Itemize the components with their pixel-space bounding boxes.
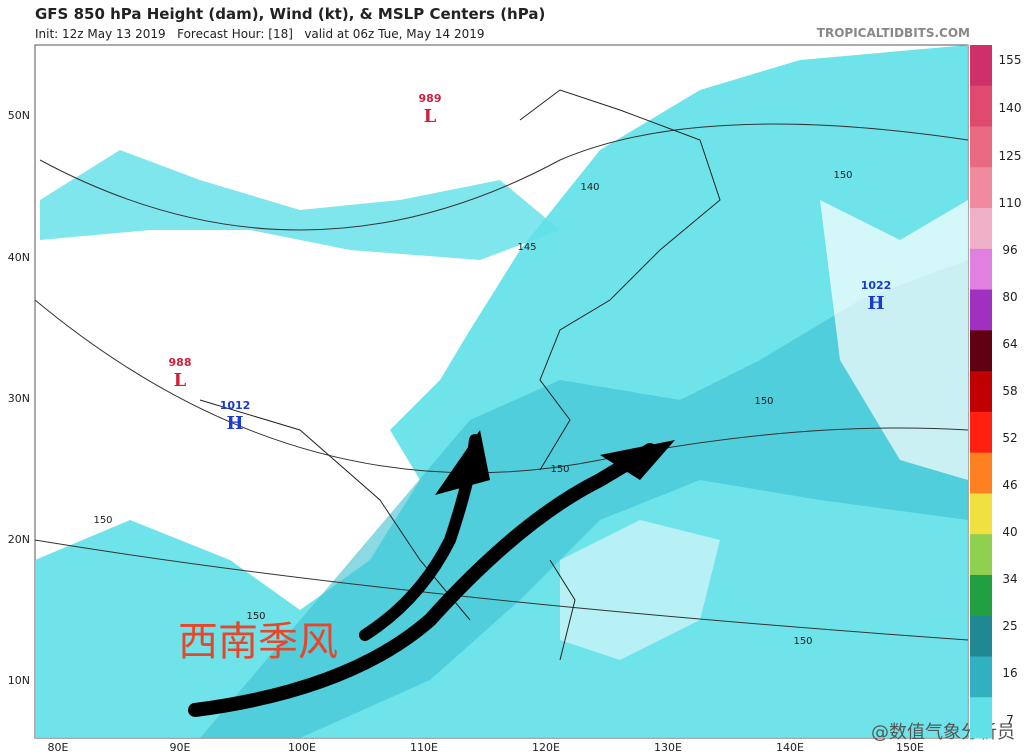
latitude-label: 10N — [8, 674, 30, 687]
colorbar-swatch — [970, 574, 992, 617]
colorbar-swatch — [970, 85, 992, 128]
pressure-symbol: H — [226, 413, 243, 434]
colorbar-swatch — [970, 452, 992, 494]
colorbar-swatch — [970, 248, 992, 291]
colorbar-label: 34 — [1002, 572, 1017, 586]
annotation: 西南季风 — [178, 619, 338, 665]
colorbar-swatch — [970, 534, 992, 576]
colorbar-swatch — [970, 126, 992, 168]
contour-label: 150 — [793, 636, 812, 647]
colorbar-swatch — [970, 615, 992, 657]
colorbar-label: 40 — [1002, 525, 1017, 539]
wind-shading — [35, 45, 968, 738]
colorbar-swatch — [970, 167, 992, 209]
pressure-value: 1012 — [220, 399, 251, 412]
colorbar-swatch — [970, 656, 992, 698]
colorbar-swatch — [970, 330, 992, 372]
colorbar-label: 140 — [999, 101, 1022, 115]
contour-label: 140 — [580, 182, 599, 193]
calm-area — [820, 200, 968, 480]
longitude-label: 140E — [776, 741, 804, 754]
colorbar-swatch — [970, 493, 992, 535]
contour-label: 150 — [550, 464, 569, 475]
colorbar-label: 16 — [1002, 666, 1017, 680]
colorbar-swatch — [970, 697, 992, 739]
pressure-symbol: H — [867, 293, 884, 314]
contour-label: 145 — [517, 242, 536, 253]
colorbar — [970, 45, 992, 739]
colorbar-label: 125 — [999, 149, 1022, 163]
colorbar-swatch — [970, 45, 992, 87]
longitude-label: 150E — [896, 741, 924, 754]
longitude-label: 130E — [654, 741, 682, 754]
latitude-label: 20N — [8, 533, 30, 546]
longitude-label: 120E — [532, 741, 560, 754]
coastline — [199, 89, 721, 661]
colorbar-label: 80 — [1002, 290, 1017, 304]
contour-label: 150 — [246, 611, 265, 622]
pressure-value: 989 — [419, 92, 442, 105]
colorbar-swatch — [970, 371, 992, 413]
longitude-label: 110E — [410, 741, 438, 754]
contour-label: 150 — [93, 515, 112, 526]
longitude-label: 90E — [170, 741, 191, 754]
colorbar-swatch — [970, 411, 992, 454]
subtitle: Init: 12z May 13 2019 Forecast Hour: [18… — [35, 27, 485, 41]
latitude-label: 40N — [8, 251, 30, 264]
pressure-symbol: L — [174, 370, 187, 391]
wind-shading — [40, 150, 560, 260]
colorbar-label: 110 — [999, 196, 1022, 210]
colorbar-label: 58 — [1002, 384, 1017, 398]
source: TROPICALTIDBITS.COM — [817, 26, 970, 40]
longitude-label: 80E — [48, 741, 69, 754]
contour-label: 150 — [754, 396, 773, 407]
longitude-label: 100E — [288, 741, 316, 754]
title: GFS 850 hPa Height (dam), Wind (kt), & M… — [35, 5, 545, 23]
colorbar-label: 25 — [1002, 619, 1017, 633]
arrow-head — [600, 440, 675, 480]
colorbar-label: 7 — [1006, 713, 1014, 727]
contour-label: 150 — [833, 170, 852, 181]
colorbar-label: 46 — [1002, 478, 1017, 492]
pressure-value: 1022 — [861, 279, 892, 292]
colorbar-label: 155 — [999, 53, 1022, 67]
pressure-symbol: L — [424, 106, 437, 127]
arrow-head — [435, 430, 490, 495]
pressure-value: 988 — [169, 356, 192, 369]
latitude-label: 50N — [8, 109, 30, 122]
calm-area — [560, 520, 720, 660]
watermark: @数值气象分析员 — [871, 722, 1015, 743]
colorbar-swatch — [970, 208, 992, 250]
colorbar-label: 52 — [1002, 431, 1017, 445]
map-area — [34, 44, 969, 739]
colorbar-label: 96 — [1002, 243, 1017, 257]
colorbar-label: 64 — [1002, 337, 1017, 351]
latitude-label: 30N — [8, 392, 30, 405]
colorbar-swatch — [970, 289, 992, 331]
monsoon-arrow — [188, 443, 657, 717]
